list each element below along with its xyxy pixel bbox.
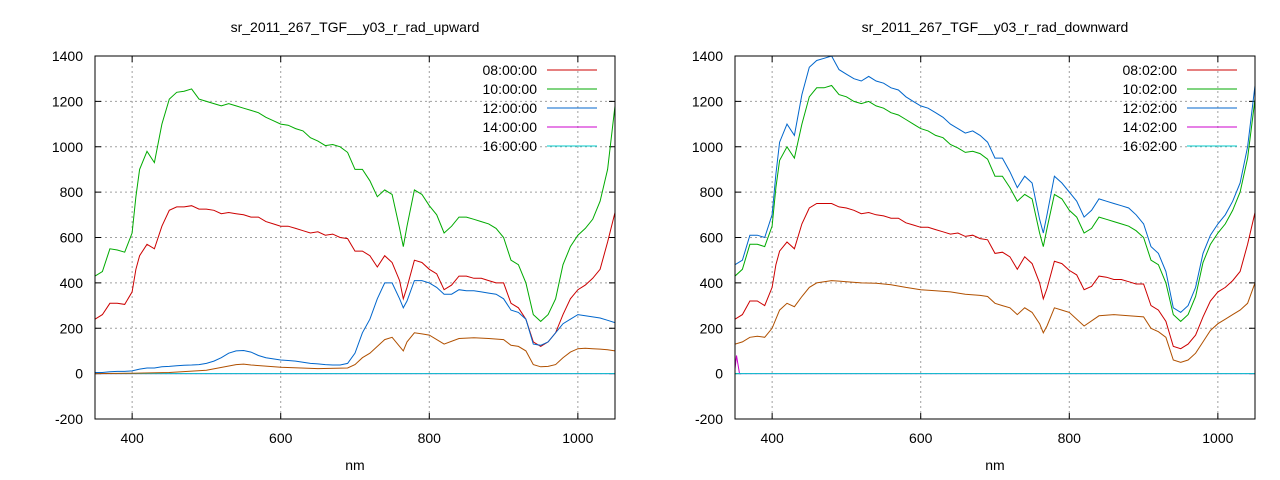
y-tick-label: 0 bbox=[75, 366, 83, 382]
y-tick-label: -200 bbox=[55, 411, 83, 427]
x-tick-label: 400 bbox=[120, 430, 144, 446]
y-tick-label: 1200 bbox=[692, 93, 723, 109]
x-tick-label: 600 bbox=[909, 430, 933, 446]
y-tick-label: 400 bbox=[60, 275, 84, 291]
y-tick-label: -200 bbox=[695, 411, 723, 427]
chart-title: sr_2011_267_TGF__y03_r_rad_upward bbox=[231, 19, 480, 35]
y-tick-label: 600 bbox=[700, 230, 724, 246]
y-tick-label: 800 bbox=[700, 184, 724, 200]
series-group bbox=[735, 56, 1255, 375]
series-line-6 bbox=[95, 332, 615, 375]
x-tick-label: 400 bbox=[760, 430, 784, 446]
series-line-1 bbox=[95, 205, 615, 347]
series-line-2 bbox=[735, 84, 1255, 323]
x-tick-label: 1000 bbox=[1202, 430, 1233, 446]
legend-label: 14:02:00 bbox=[1123, 119, 1178, 135]
legend-label: 16:00:00 bbox=[483, 138, 538, 154]
y-tick-label: 600 bbox=[60, 230, 84, 246]
y-tick-label: 200 bbox=[60, 320, 84, 336]
y-tick-label: 200 bbox=[700, 320, 724, 336]
plot-frame bbox=[734, 55, 1256, 420]
x-axis-label: nm bbox=[345, 457, 364, 473]
legend-label: 08:00:00 bbox=[483, 62, 538, 78]
chart-panel-1: sr_2011_267_TGF__y03_r_rad_upward -200 0 20… bbox=[52, 19, 616, 473]
y-tick-label: 1000 bbox=[692, 139, 723, 155]
legend-label: 10:02:00 bbox=[1123, 81, 1178, 97]
legend-label: 12:02:00 bbox=[1123, 100, 1178, 116]
legend-label: 10:00:00 bbox=[483, 81, 538, 97]
series-line-3 bbox=[95, 280, 615, 373]
x-tick-label: 600 bbox=[269, 430, 293, 446]
series-line-6 bbox=[735, 280, 1255, 363]
legend-label: 16:02:00 bbox=[1123, 138, 1178, 154]
x-axis-label: nm bbox=[985, 457, 1004, 473]
series-group bbox=[95, 88, 615, 375]
legend-label: 12:00:00 bbox=[483, 100, 538, 116]
y-tick-label: 400 bbox=[700, 275, 724, 291]
series-line-4 bbox=[735, 355, 1255, 375]
x-tick-label: 800 bbox=[418, 430, 442, 446]
y-tick-label: 1000 bbox=[52, 139, 83, 155]
x-tick-label: 1000 bbox=[562, 430, 593, 446]
chart-title: sr_2011_267_TGF__y03_r_rad_downward bbox=[862, 19, 1129, 35]
x-tick-label: 800 bbox=[1058, 430, 1082, 446]
chart-panel-2: sr_2011_267_TGF__y03_r_rad_downward -200 0… bbox=[692, 19, 1256, 473]
series-line-3 bbox=[735, 56, 1255, 314]
legend-label: 08:02:00 bbox=[1123, 62, 1178, 78]
y-tick-label: 0 bbox=[715, 366, 723, 382]
plot-frame bbox=[94, 55, 616, 420]
y-tick-label: 1400 bbox=[52, 48, 83, 64]
legend-label: 14:00:00 bbox=[483, 119, 538, 135]
series-line-1 bbox=[735, 203, 1255, 350]
y-tick-label: 1200 bbox=[52, 93, 83, 109]
y-tick-label: 800 bbox=[60, 184, 84, 200]
y-tick-label: 1400 bbox=[692, 48, 723, 64]
series-line-2 bbox=[95, 88, 615, 323]
